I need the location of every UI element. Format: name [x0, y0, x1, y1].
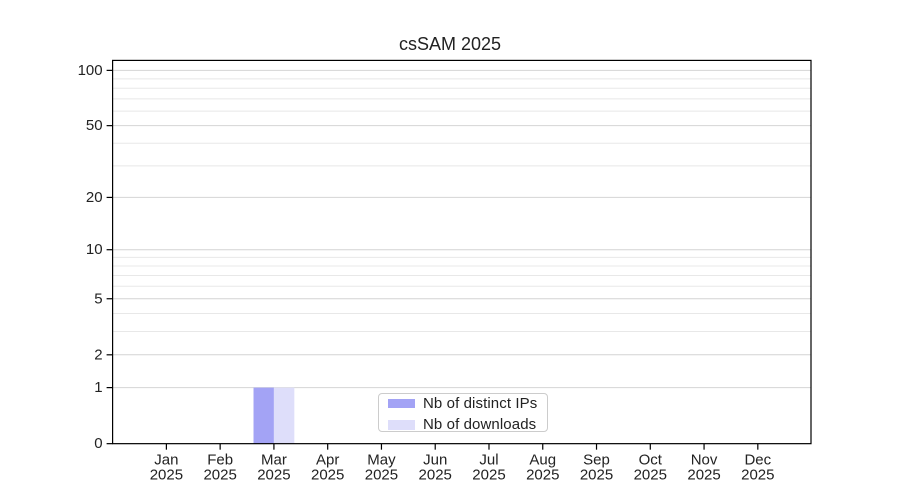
svg-text:2025: 2025: [634, 467, 667, 484]
svg-text:10: 10: [86, 241, 103, 258]
svg-text:2025: 2025: [526, 467, 559, 484]
svg-text:2025: 2025: [150, 467, 183, 484]
svg-text:2025: 2025: [257, 467, 290, 484]
svg-text:1: 1: [94, 379, 102, 396]
svg-text:2025: 2025: [203, 467, 236, 484]
svg-text:2: 2: [94, 346, 102, 363]
svg-text:2025: 2025: [580, 467, 613, 484]
svg-text:20: 20: [86, 189, 103, 206]
svg-text:5: 5: [94, 290, 102, 307]
svg-text:2025: 2025: [311, 467, 344, 484]
svg-text:0: 0: [94, 435, 102, 452]
svg-text:50: 50: [86, 117, 103, 134]
svg-text:2025: 2025: [687, 467, 720, 484]
svg-text:2025: 2025: [419, 467, 452, 484]
svg-text:2025: 2025: [741, 467, 774, 484]
svg-text:2025: 2025: [365, 467, 398, 484]
svg-text:2025: 2025: [472, 467, 505, 484]
svg-text:100: 100: [78, 62, 103, 79]
